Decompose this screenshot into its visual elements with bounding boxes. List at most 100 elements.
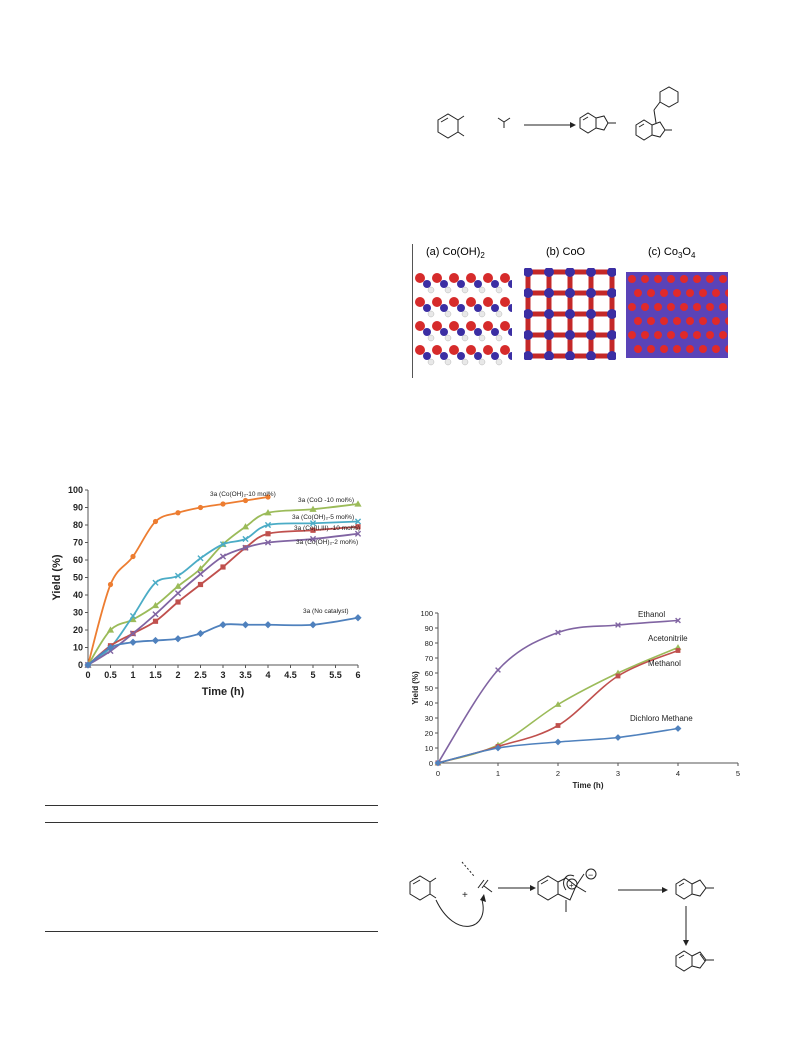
- series-line: [87, 525, 359, 666]
- oxygen-atom: [706, 303, 714, 311]
- oxygen-atom: [483, 345, 493, 355]
- oxygen-atom: [634, 289, 642, 297]
- y-tick-label: 80: [73, 520, 83, 530]
- cobalt-atom: [423, 280, 431, 288]
- oxygen-atom: [719, 275, 727, 283]
- cobalt-atom: [607, 330, 616, 340]
- data-point: [219, 553, 227, 560]
- oxygen-atom: [725, 345, 728, 353]
- cobalt-atom: [607, 288, 616, 298]
- y-tick-label: 20: [73, 625, 83, 635]
- table-top-rule: [45, 805, 378, 806]
- cobalt-atom: [491, 304, 499, 312]
- y-tick-label: 60: [425, 669, 433, 678]
- cobalt-atom: [440, 352, 448, 360]
- cobalt-atom: [440, 328, 448, 336]
- x-tick-label: 4: [676, 769, 680, 778]
- oxygen-atom: [660, 289, 668, 297]
- x-tick-label: 0.5: [104, 670, 117, 680]
- oxygen-atom: [699, 345, 707, 353]
- cobalt-atom: [586, 309, 596, 319]
- oxygen-atom: [628, 303, 636, 311]
- y-tick-label: 90: [73, 503, 83, 513]
- data-point: [107, 581, 114, 588]
- data-point: [220, 501, 226, 507]
- product-n-benzyl: [635, 86, 679, 141]
- oxygen-atom: [641, 303, 649, 311]
- data-point: [151, 636, 160, 645]
- hydrogen-atom: [427, 334, 435, 342]
- series-label: 3a (Co(II,III) -10 mol%): [294, 525, 360, 532]
- x-tick-label: 3: [220, 670, 225, 680]
- mechanism-scheme: + + −: [409, 861, 714, 972]
- data-point: [242, 535, 249, 543]
- oxygen-atom: [647, 289, 655, 297]
- data-point: [494, 744, 502, 752]
- oxygen-atom: [449, 297, 459, 307]
- data-point: [554, 701, 562, 707]
- data-point: [242, 544, 249, 551]
- data-point: [554, 738, 562, 746]
- hydrogen-atom: [444, 286, 452, 294]
- series-label: 3a (No catalyst): [303, 608, 349, 615]
- cobalt-atom: [457, 304, 465, 312]
- y-tick-label: 100: [68, 485, 83, 495]
- x-tick-label: 5: [736, 769, 740, 778]
- oxygen-atom: [667, 303, 675, 311]
- cobalt-atom: [524, 309, 533, 319]
- cobalt-atom: [491, 328, 499, 336]
- hydrogen-atom: [495, 286, 503, 294]
- oxygen-atom: [660, 345, 668, 353]
- lattice-background: [626, 272, 728, 358]
- mech-positive-charge: +: [569, 881, 574, 890]
- oxygen-atom: [673, 345, 681, 353]
- oxygen-atom: [693, 331, 701, 339]
- hydrogen-atom: [461, 358, 469, 366]
- mech-negative-charge: −: [588, 870, 593, 880]
- cobalt-atom: [440, 280, 448, 288]
- y-axis-label: Yield (%): [51, 554, 63, 600]
- data-point: [174, 635, 182, 643]
- oxygen-atom: [693, 275, 701, 283]
- y-tick-label: 30: [425, 714, 433, 723]
- y-tick-label: 100: [420, 609, 433, 618]
- data-point: [434, 759, 442, 767]
- curved-arrow: [435, 899, 484, 927]
- oxygen-atom: [686, 289, 694, 297]
- hydrogen-atom: [478, 286, 486, 294]
- cobalt-atom: [508, 304, 512, 312]
- oxygen-atom: [712, 289, 720, 297]
- oxygen-atom: [667, 275, 675, 283]
- cobalt-atom: [423, 304, 431, 312]
- oxygen-atom: [449, 345, 459, 355]
- data-point: [614, 734, 622, 741]
- x-tick-label: 6: [355, 670, 360, 680]
- oxygen-atom: [415, 321, 425, 331]
- data-point: [309, 621, 317, 629]
- cobalt-atom: [544, 330, 554, 340]
- cobalt-atom: [457, 352, 465, 360]
- cobalt-atom: [491, 280, 499, 288]
- cobalt-atom: [544, 268, 554, 277]
- cobalt-atom: [423, 328, 431, 336]
- x-tick-label: 2: [175, 670, 180, 680]
- oxygen-atom: [415, 273, 425, 283]
- hydrogen-atom: [461, 334, 469, 342]
- data-point: [106, 643, 115, 652]
- data-point: [197, 581, 204, 588]
- hydrogen-atom: [427, 358, 435, 366]
- y-tick-label: 50: [425, 684, 433, 693]
- x-tick-label: 5.5: [329, 670, 342, 680]
- oxygen-atom: [647, 345, 655, 353]
- oxygen-atom: [725, 289, 728, 297]
- cobalt-atom: [524, 351, 533, 360]
- data-point: [152, 518, 159, 525]
- y-tick-label: 70: [73, 538, 83, 548]
- data-point: [265, 531, 271, 537]
- cobalt-atom: [524, 330, 533, 340]
- oxygen-atom: [466, 321, 476, 331]
- cobalt-atom: [524, 288, 533, 298]
- series-label: Ethanol: [638, 610, 665, 619]
- x-tick-label: 3.5: [239, 670, 252, 680]
